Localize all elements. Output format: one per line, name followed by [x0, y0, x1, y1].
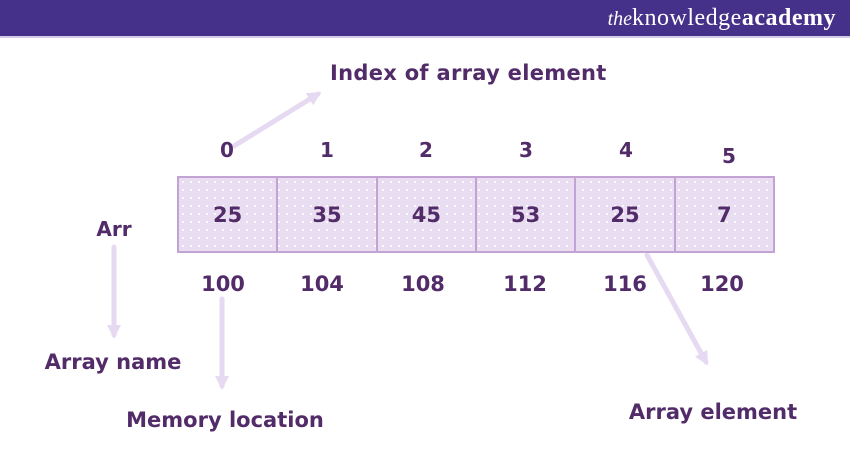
array-cell: 45 — [378, 178, 477, 251]
index-0: 0 — [220, 138, 234, 162]
array-name-label: Array name — [44, 350, 182, 374]
index-3: 3 — [519, 138, 533, 162]
array-element-label: Array element — [628, 400, 798, 424]
array-box: 25 35 45 53 25 7 — [177, 176, 775, 253]
knowledge-academy-logo: theknowledgeacademy — [608, 6, 836, 30]
array-cell: 7 — [716, 202, 732, 227]
index-4: 4 — [619, 138, 633, 162]
memory-address-5: 120 — [700, 272, 744, 296]
array-cell: 53 — [477, 178, 577, 251]
array-cell: 25 — [179, 178, 279, 251]
array-element-arrow — [644, 252, 709, 366]
logo-knowledge: knowledge — [632, 5, 742, 31]
memory-address-0: 100 — [201, 272, 245, 296]
index-arrow — [231, 91, 322, 149]
array-cell: 25 — [576, 178, 676, 251]
index-2: 2 — [419, 138, 433, 162]
memory-address-2: 108 — [401, 272, 445, 296]
index-1: 1 — [320, 138, 334, 162]
memory-address-4: 116 — [603, 272, 647, 296]
diagram-title: Index of array element — [330, 61, 607, 85]
index-5: 5 — [722, 144, 736, 168]
memory-address-3: 112 — [503, 272, 547, 296]
array-variable-label: Arr — [96, 217, 132, 241]
memory-location-label: Memory location — [126, 408, 324, 432]
array-cell: 35 — [278, 178, 378, 251]
logo-academy: academy — [741, 5, 836, 31]
memory-address-1: 104 — [300, 272, 344, 296]
logo-the: the — [607, 8, 633, 30]
header-bar: theknowledgeacademy — [0, 0, 850, 38]
